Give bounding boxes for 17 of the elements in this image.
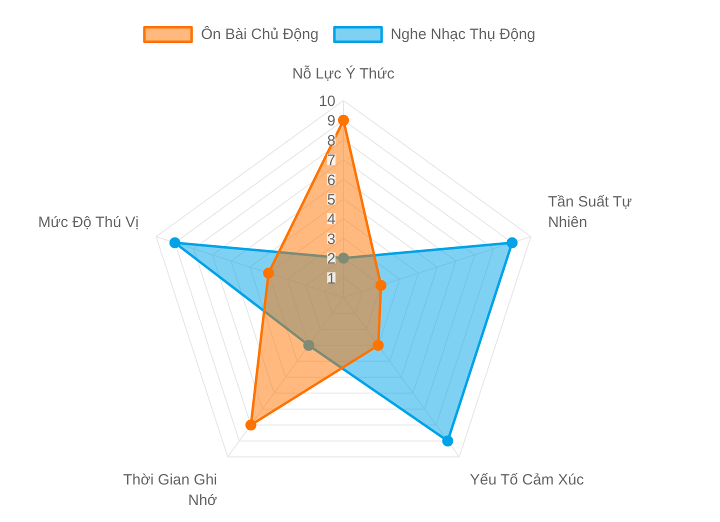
y-tick-label: 4 [327, 211, 336, 228]
spoke-label: Tần Suất Tự Nhiên [548, 194, 632, 232]
y-tick-label: 7 [327, 152, 336, 170]
y-tick-label: 10 [318, 93, 336, 110]
y-tick-label: 5 [327, 192, 336, 208]
spoke-label: Yếu Tố Cảm Xúc [470, 471, 584, 488]
y-tick-label: 6 [327, 172, 336, 189]
spoke-label: Mức Độ Thú Vị [38, 214, 139, 232]
spoke-label: Nỗ Lực Ý Thức [292, 64, 396, 82]
legend-label: Nghe Nhạc Thụ Động [390, 25, 536, 43]
y-tick-label: 2 [327, 250, 336, 268]
y-tick-label: 3 [327, 230, 336, 248]
y-tick-label: 1 [327, 270, 336, 288]
spoke-label: Thời Gian Ghi Nhớ [123, 471, 218, 509]
legend-label: Ôn Bài Chủ Động [201, 25, 319, 43]
y-tick-label: 8 [327, 132, 336, 150]
y-tick-label: 9 [327, 112, 336, 130]
